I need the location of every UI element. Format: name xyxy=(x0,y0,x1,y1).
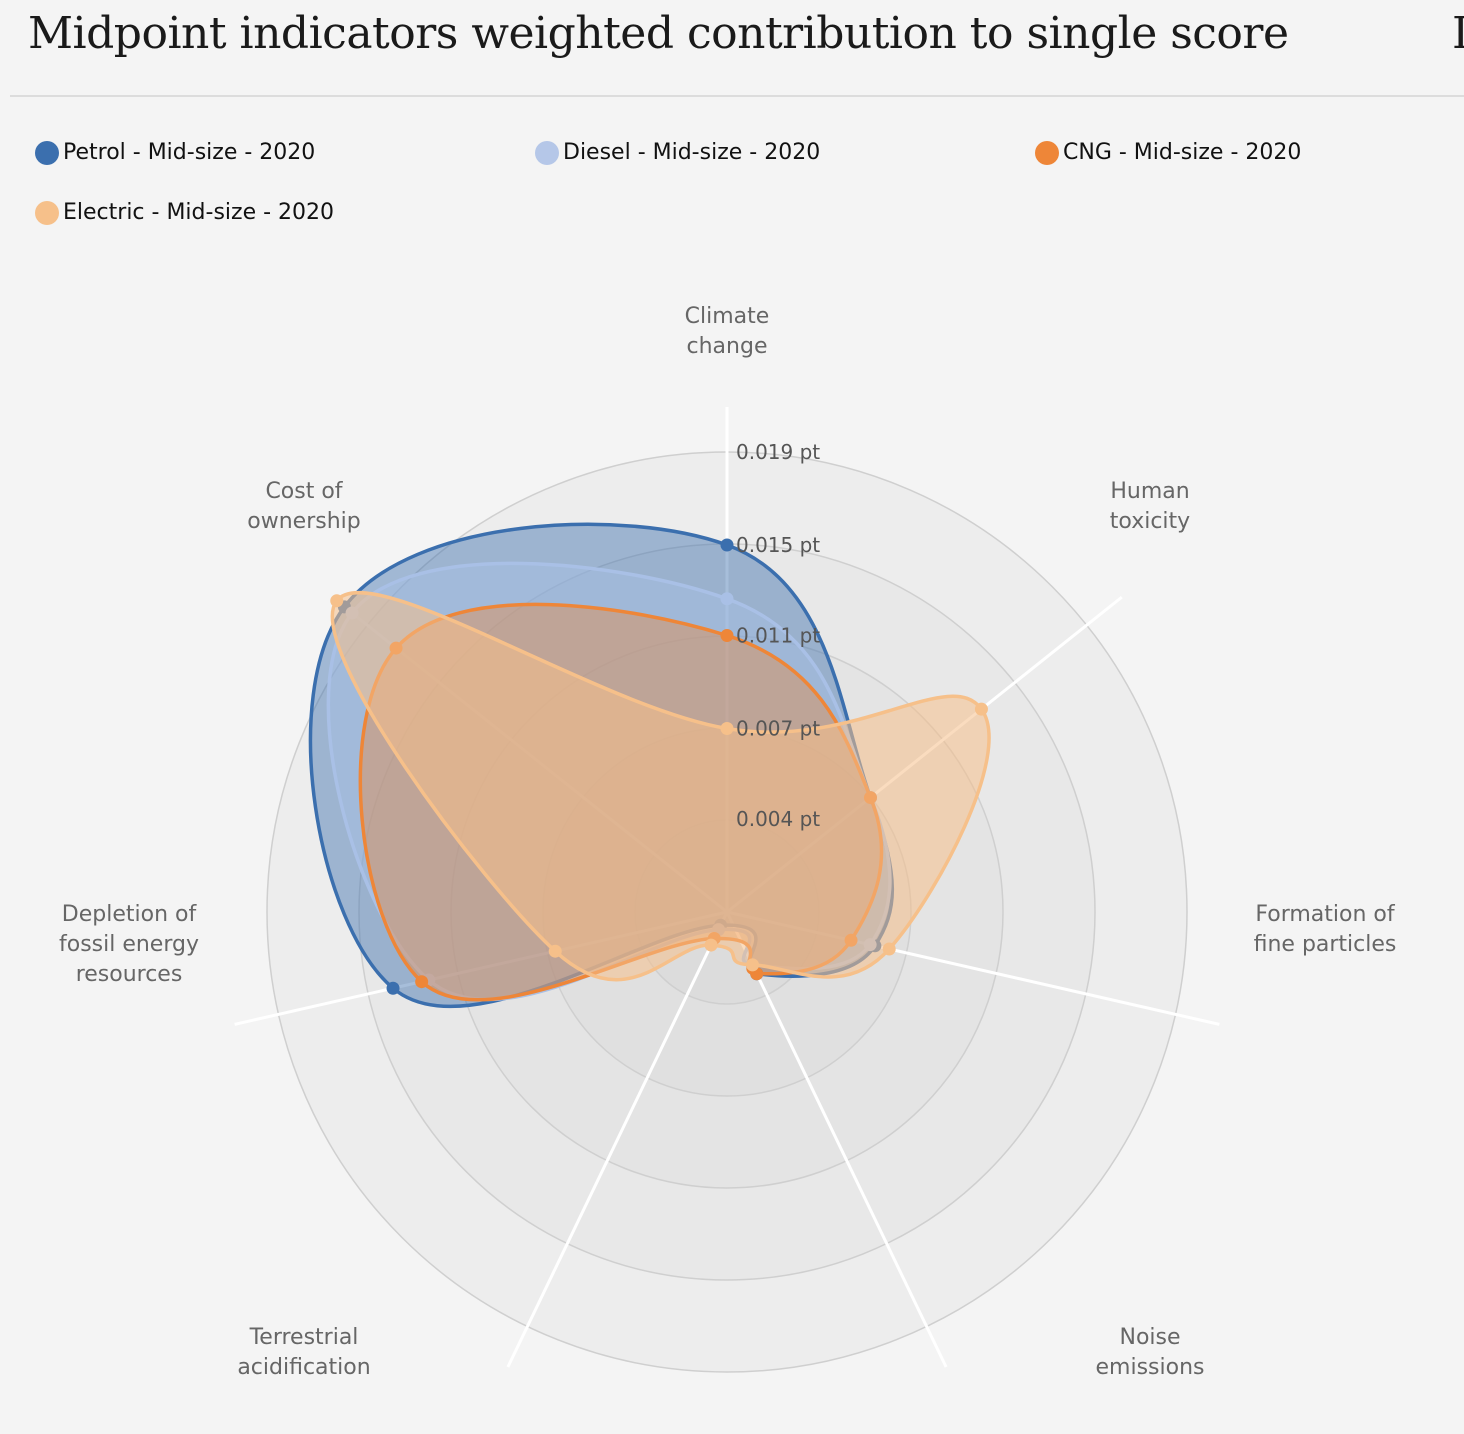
legend-dot-diesel xyxy=(535,140,559,165)
radar-tick-labels: 0.004 pt 0.007 pt 0.011 pt 0.015 pt 0.019 pt xyxy=(736,440,820,831)
legend-label-diesel: Diesel - Mid-size - 2020 xyxy=(563,140,821,165)
data-point-electric[interactable] xyxy=(882,942,896,956)
axis-label: Noise emissions xyxy=(1096,1325,1205,1380)
tick-label: 0.007 pt xyxy=(736,716,820,740)
data-point-petrol[interactable] xyxy=(386,981,400,995)
axis-label: Depletion of fossil energy resources xyxy=(59,902,199,987)
page-title: Midpoint indicators weighted contributio… xyxy=(28,8,1289,59)
data-point-cng[interactable] xyxy=(720,629,734,643)
legend-item-cng[interactable]: CNG - Mid-size - 2020 xyxy=(1035,140,1301,165)
radar-axis-labels: Climate change Human toxicity Formation of fi… xyxy=(59,304,1396,1380)
axis-spoke xyxy=(725,911,948,1368)
data-point-electric[interactable] xyxy=(704,938,718,952)
data-point-diesel[interactable] xyxy=(720,592,734,606)
data-point-electric[interactable] xyxy=(330,594,344,608)
legend-label-petrol: Petrol - Mid-size - 2020 xyxy=(63,140,316,165)
legend-item-petrol[interactable]: Petrol - Mid-size - 2020 xyxy=(35,140,315,165)
legend-item-electric[interactable]: Electric - Mid-size - 2020 xyxy=(35,200,334,225)
data-point-electric[interactable] xyxy=(974,702,988,716)
legend-label-cng: CNG - Mid-size - 2020 xyxy=(1063,140,1302,165)
legend-item-diesel[interactable]: Diesel - Mid-size - 2020 xyxy=(535,140,820,165)
tick-label: 0.019 pt xyxy=(736,440,820,464)
axis-label: Formation of fine particles xyxy=(1254,902,1397,957)
axis-spoke xyxy=(506,911,729,1368)
tick-label: 0.004 pt xyxy=(736,807,820,831)
axis-label: Human toxicity xyxy=(1110,479,1190,534)
tick-label: 0.011 pt xyxy=(736,624,820,648)
radar-series xyxy=(308,522,991,1009)
legend-dot-cng xyxy=(1035,140,1059,165)
axis-label: Climate change xyxy=(685,304,770,359)
tick-label: 0.015 pt xyxy=(736,533,820,557)
series-electric[interactable] xyxy=(330,590,991,982)
axis-label: Terrestrial acidification xyxy=(237,1325,370,1380)
axis-label: Cost of ownership xyxy=(247,479,360,534)
title-divider xyxy=(10,95,1464,97)
data-point-petrol[interactable] xyxy=(720,538,734,552)
data-point-electric[interactable] xyxy=(548,944,562,958)
next-panel-title-fragment: I xyxy=(1452,8,1464,59)
data-point-cng[interactable] xyxy=(415,975,429,989)
legend-label-electric: Electric - Mid-size - 2020 xyxy=(63,200,335,225)
data-point-electric[interactable] xyxy=(745,958,759,972)
legend-dot-electric xyxy=(35,200,59,225)
legend-dot-petrol xyxy=(35,140,59,165)
data-point-electric[interactable] xyxy=(720,721,734,735)
